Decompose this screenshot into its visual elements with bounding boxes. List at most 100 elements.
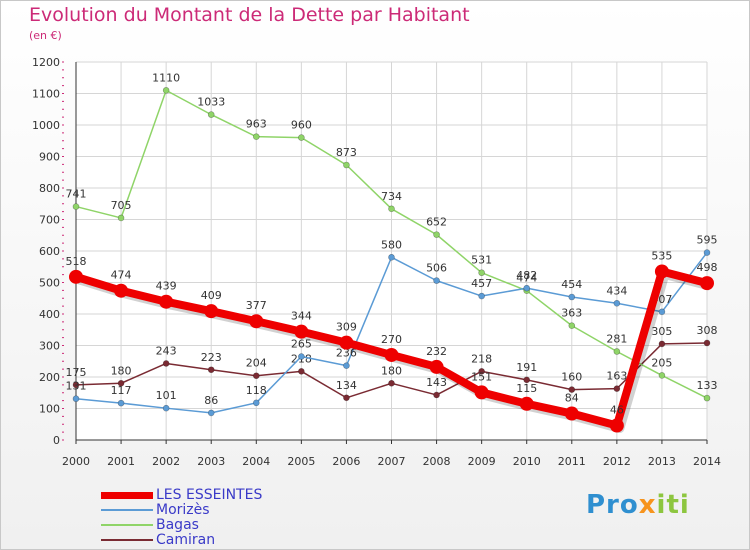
data-point [478,269,485,277]
data-label: 218 [471,352,492,365]
y-tick-label: 400 [39,308,60,321]
data-label: 309 [336,321,357,334]
data-point [519,396,534,411]
data-label: 873 [336,146,357,159]
data-point [117,399,125,407]
legend-swatch-morizes [101,509,153,511]
chart-subtitle: (en €) [29,29,62,42]
data-point [207,366,215,374]
data-label: 270 [381,333,402,346]
data-point [703,394,711,402]
data-point [658,372,666,379]
data-point [609,418,624,433]
legend-swatch-les-esseintes [101,492,153,499]
x-tick-label: 2000 [62,455,90,468]
x-tick-label: 2014 [693,455,721,468]
data-label: 204 [246,357,267,370]
data-label: 595 [697,234,718,247]
data-label: 133 [697,379,718,392]
data-point [69,269,83,284]
data-point [478,368,485,375]
data-point [700,276,714,291]
data-label: 160 [561,371,582,384]
data-label: 243 [156,344,177,357]
data-label: 580 [381,238,402,251]
x-tick-label: 2002 [152,455,180,468]
data-label: 960 [291,119,312,132]
data-label: 409 [201,289,222,302]
x-tick-label: 2004 [242,455,270,468]
y-tick-label: 800 [39,182,60,195]
data-label: 377 [246,299,267,312]
data-point [388,205,395,213]
proxiti-logo[interactable]: Proxiti [586,490,690,520]
data-label: 531 [471,254,492,267]
data-label: 180 [111,364,132,377]
data-label: 741 [66,188,87,201]
data-point [523,376,531,384]
x-tick-label: 2012 [603,455,631,468]
data-point [114,283,129,298]
legend-label-camiran: Camiran [156,532,216,548]
y-tick-label: 100 [39,403,60,416]
data-label: 1110 [152,71,180,84]
data-point [207,111,215,118]
data-label: 84 [565,392,579,405]
data-point [162,360,170,367]
data-label: 117 [111,384,132,397]
data-label: 439 [156,280,177,293]
data-point [72,381,80,389]
x-tick-label: 2008 [423,455,451,468]
data-point [72,203,80,210]
data-label: 134 [336,379,357,392]
data-point [613,385,621,392]
legend-swatch-camiran [101,539,153,541]
data-label: 223 [201,351,222,364]
data-point [159,294,174,309]
data-label: 474 [516,272,537,285]
data-point [294,324,309,339]
data-point [433,231,440,238]
x-tick-label: 2010 [513,455,541,468]
y-tick-label: 200 [39,371,60,384]
data-label: 963 [246,118,267,131]
data-label: 498 [697,261,718,274]
x-tick-label: 2005 [287,455,315,468]
x-tick-label: 2007 [378,455,406,468]
data-label: 163 [606,370,627,383]
y-tick-label: 1200 [32,56,60,69]
data-point [162,87,170,94]
y-tick-label: 300 [39,340,60,353]
data-label: 705 [111,199,132,212]
data-label: 454 [561,278,582,291]
data-point [252,133,260,140]
x-tick-label: 2011 [558,455,586,468]
series-bagas: 741 705 1110 1033 963 960 873 734 652 531 474 363 28… [66,71,718,402]
data-point [249,314,264,329]
data-point [568,322,576,329]
data-label: 101 [156,389,177,402]
series-camiran: 1751802432232042181341801432181911601633… [66,324,718,402]
data-label: 115 [516,382,537,395]
legend-label-les-esseintes: LES ESSEINTES [156,487,263,503]
data-label: 474 [111,269,132,282]
data-label: 344 [291,310,312,323]
data-label: 205 [651,356,672,369]
data-label: 1033 [197,96,225,109]
x-tick-label: 2001 [107,455,135,468]
data-point [433,277,440,284]
y-tick-label: 1000 [32,119,60,132]
data-label: 518 [66,255,87,268]
data-label: 535 [651,249,672,262]
data-point [478,292,485,300]
data-point [162,404,170,412]
data-label: 175 [66,366,87,379]
data-label: 482 [516,269,537,282]
y-tick-label: 0 [53,434,60,447]
data-label: 281 [606,332,627,345]
data-point [207,409,215,417]
data-label: 506 [426,262,447,275]
data-point [117,379,125,387]
data-point [658,308,666,316]
